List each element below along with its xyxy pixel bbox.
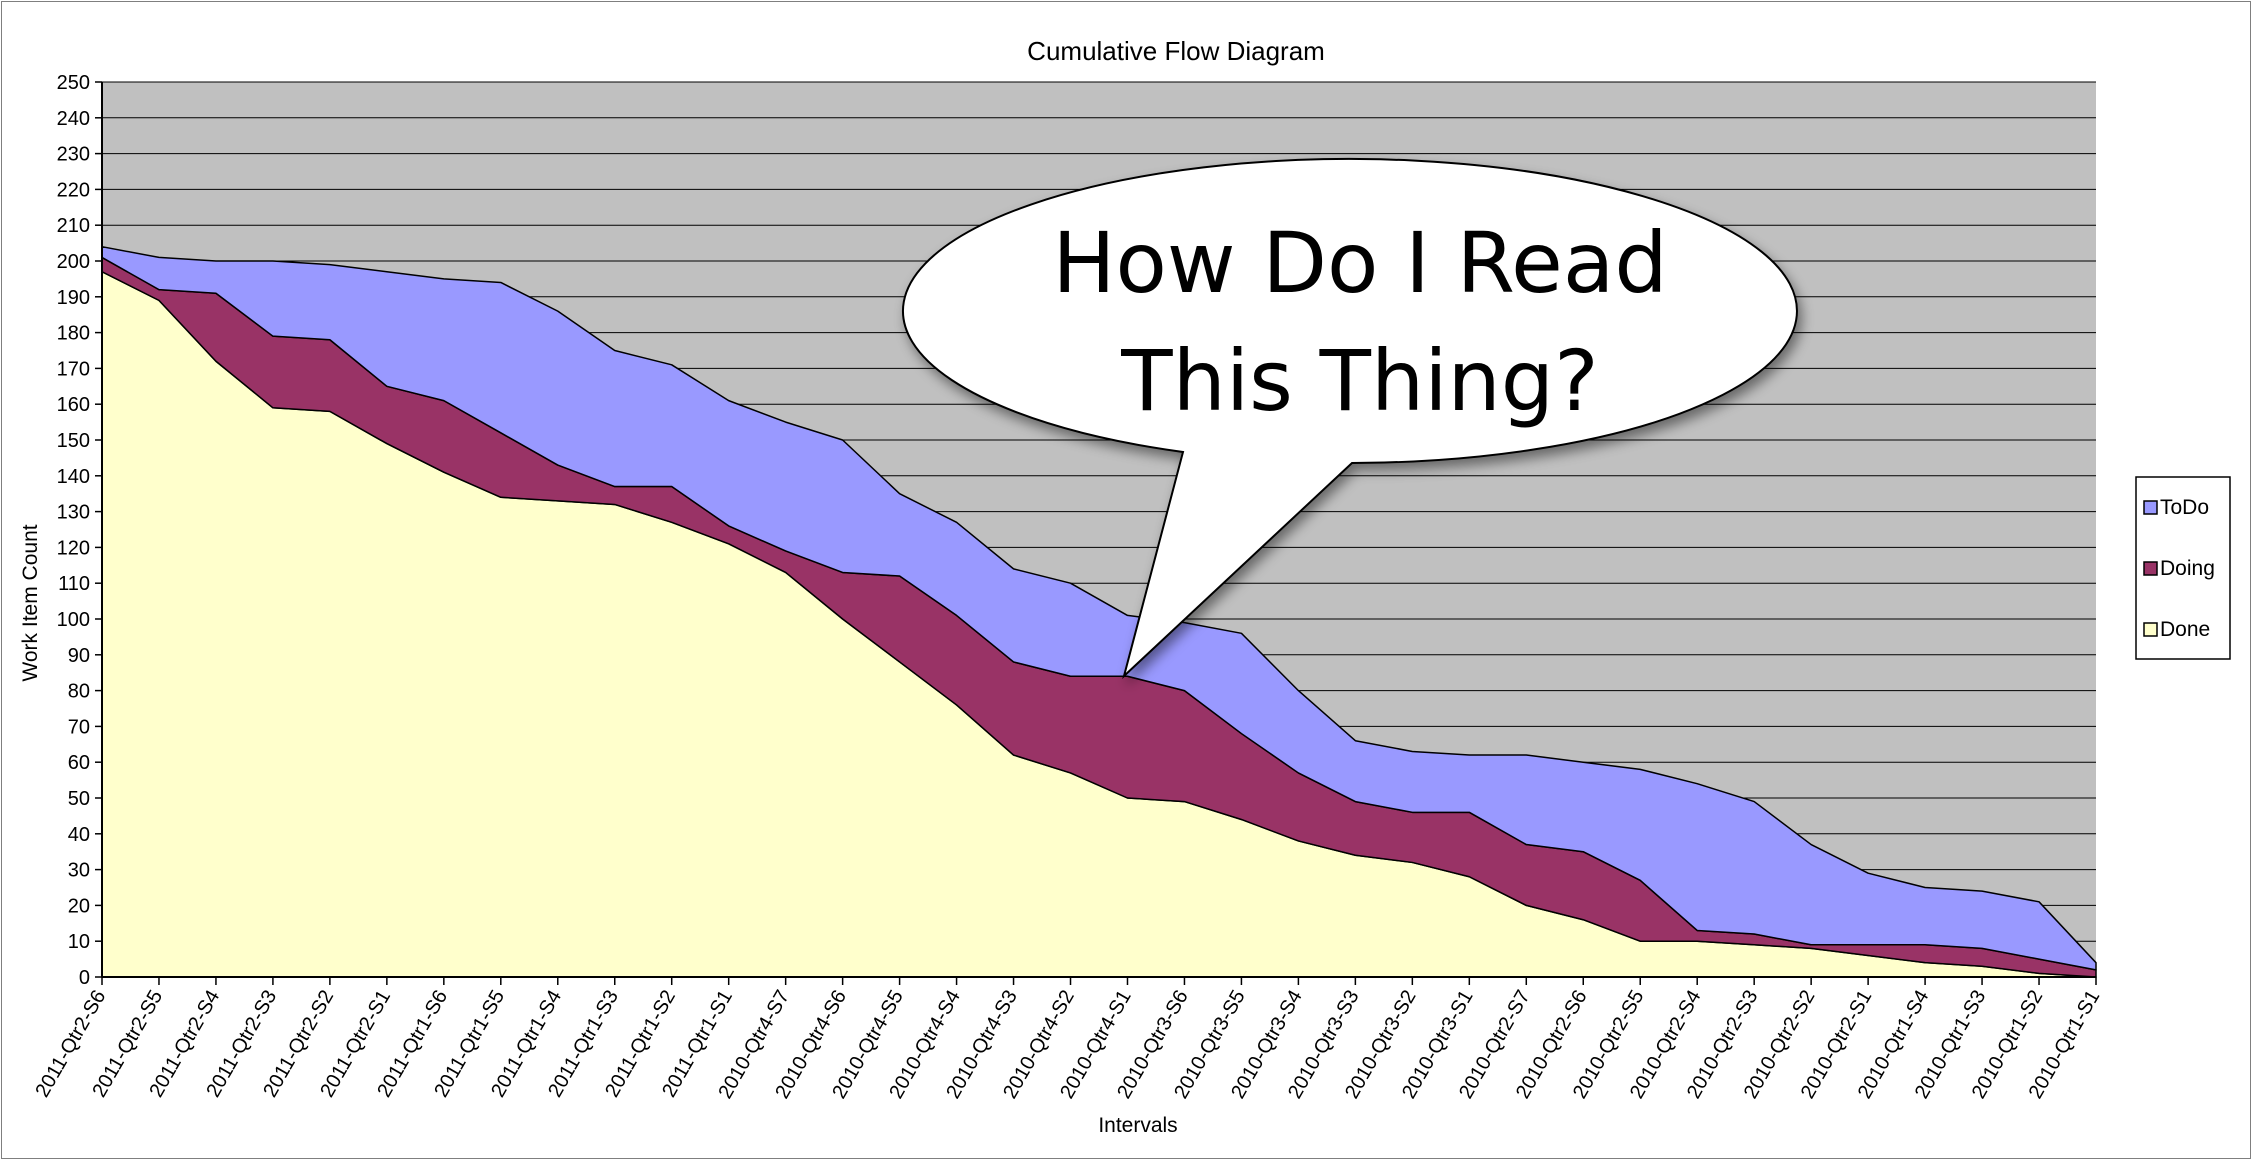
y-tick-label: 220 xyxy=(57,179,90,201)
y-tick-label: 140 xyxy=(57,466,90,488)
legend-swatch-doing xyxy=(2143,561,2158,576)
y-tick-label: 230 xyxy=(57,144,90,166)
chart-title: Cumulative Flow Diagram xyxy=(1027,36,1325,66)
x-axis-title: Intervals xyxy=(1098,1114,1177,1137)
y-tick-label: 100 xyxy=(57,609,90,631)
legend-label-done: Done xyxy=(2160,618,2210,641)
y-tick-label: 170 xyxy=(57,358,90,380)
y-tick-label: 120 xyxy=(57,537,90,559)
y-tick-label: 0 xyxy=(79,967,90,989)
y-tick-label: 40 xyxy=(68,824,90,846)
y-tick-label: 180 xyxy=(57,323,90,345)
y-tick-label: 50 xyxy=(68,788,90,810)
legend-swatch-done xyxy=(2143,622,2158,637)
y-tick-label: 70 xyxy=(68,716,90,738)
y-tick-label: 250 xyxy=(57,72,90,94)
y-tick-label: 20 xyxy=(68,895,90,917)
legend: ToDo Doing Done xyxy=(2135,476,2231,660)
legend-swatch-todo xyxy=(2143,500,2158,515)
legend-label-doing: Doing xyxy=(2160,557,2215,580)
callout-text-line-2: This Thing? xyxy=(1120,332,1598,430)
y-tick-label: 80 xyxy=(68,681,90,703)
y-tick-label: 130 xyxy=(57,502,90,524)
y-tick-label: 10 xyxy=(68,931,90,953)
callout-shape xyxy=(901,158,1798,680)
y-tick-label: 110 xyxy=(58,573,90,595)
y-tick-label: 240 xyxy=(57,108,90,130)
callout-text-line-1: How Do I Read xyxy=(1052,214,1667,312)
y-tick-label: 160 xyxy=(57,394,90,416)
y-tick-label: 150 xyxy=(57,430,90,452)
y-tick-label: 210 xyxy=(57,215,90,237)
y-tick-label: 60 xyxy=(68,752,90,774)
series-area-todo xyxy=(101,245,2097,971)
callout-bubble xyxy=(901,158,1798,680)
legend-label-todo: ToDo xyxy=(2160,496,2209,519)
y-axis-title: Work Item Count xyxy=(19,524,42,681)
y-tick-label: 30 xyxy=(68,860,90,882)
y-tick-label: 90 xyxy=(68,645,90,667)
y-tick-label: 200 xyxy=(57,251,90,273)
y-tick-label: 190 xyxy=(57,287,90,309)
